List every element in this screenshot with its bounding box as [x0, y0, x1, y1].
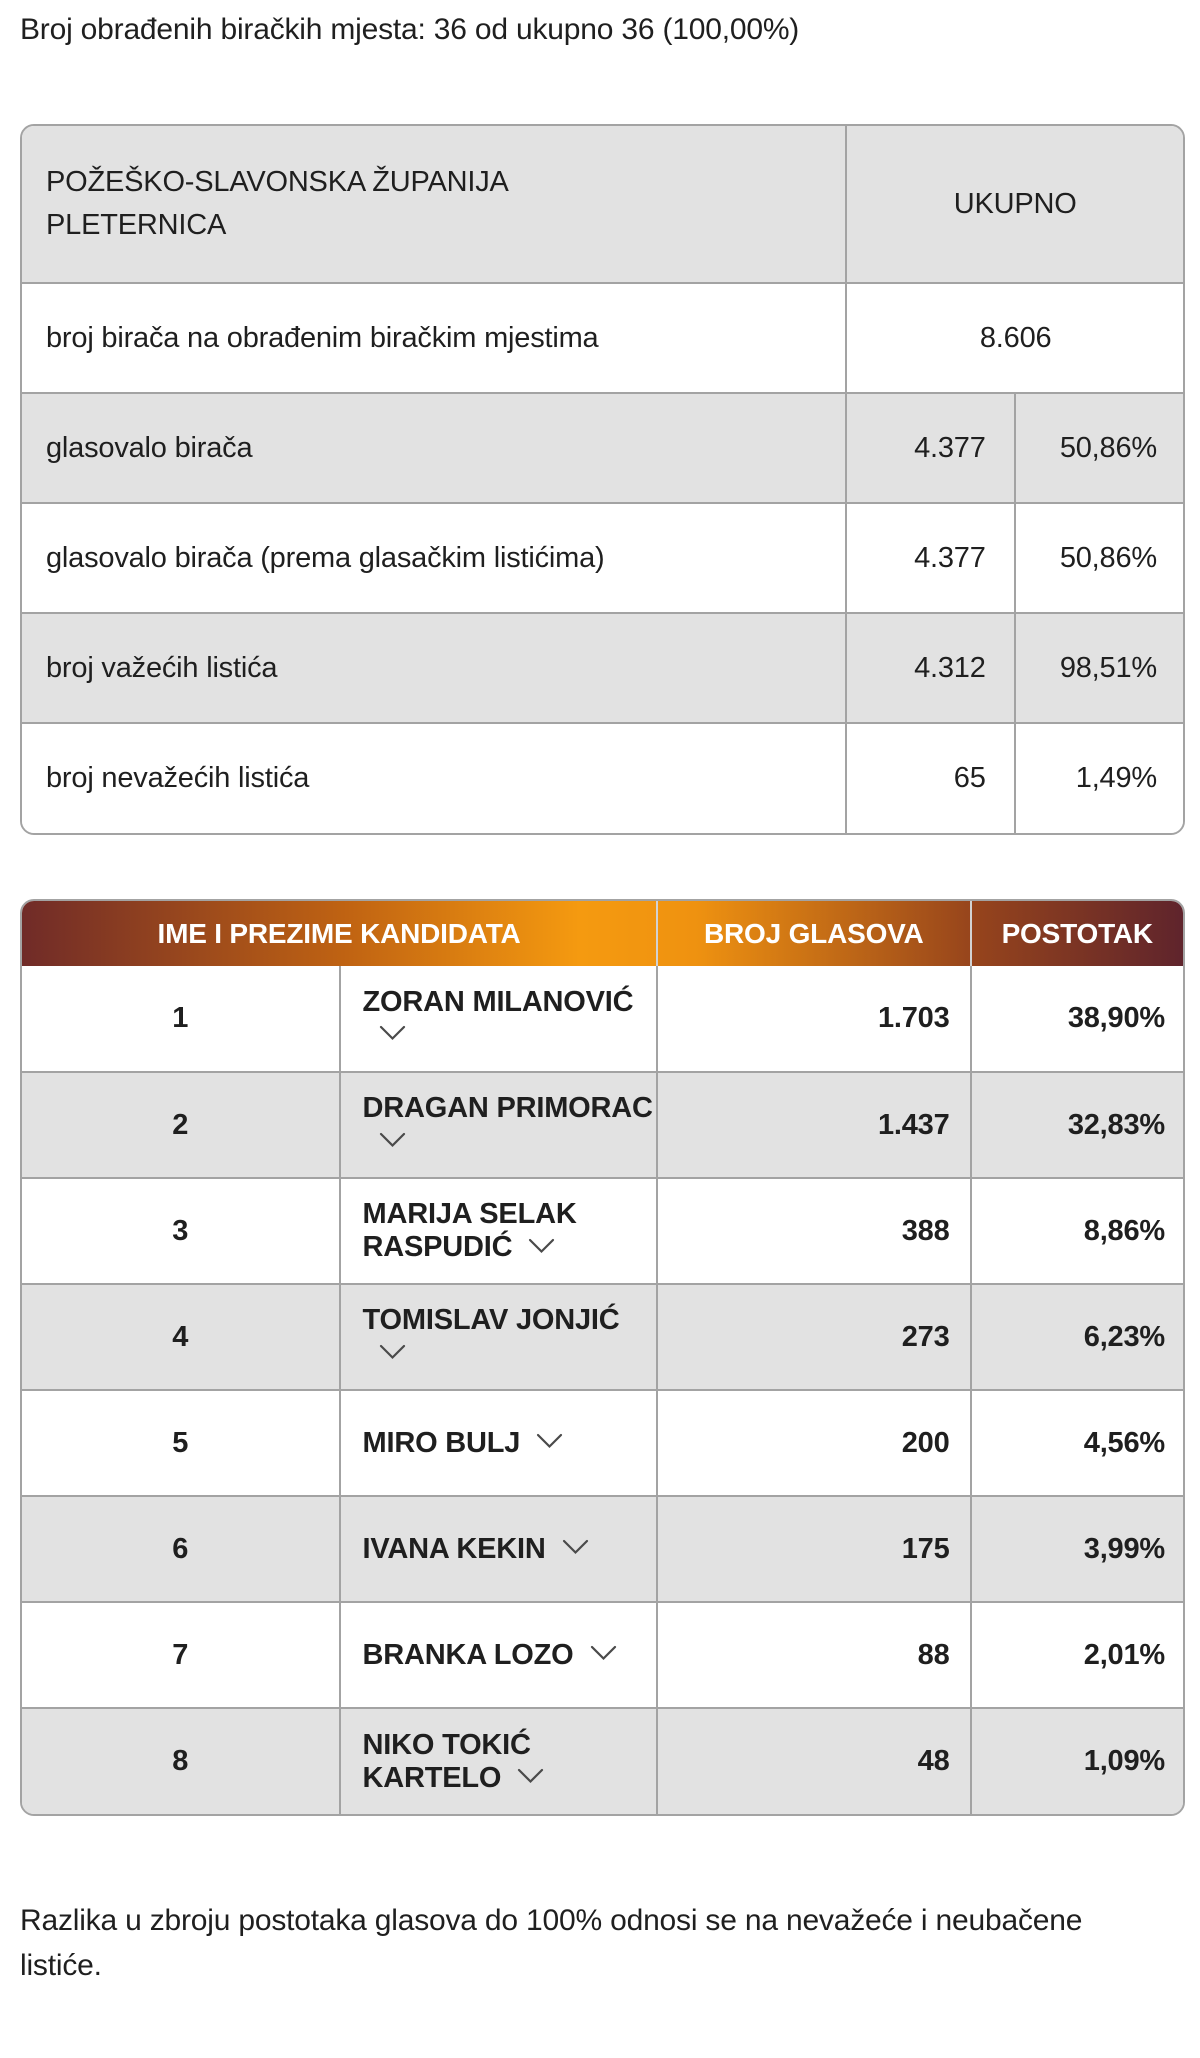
- candidate-percent: 38,90%: [969, 966, 1183, 1073]
- footnote-text: Razlika u zbroju postotaka glasova do 10…: [20, 1904, 1083, 1982]
- stat-label: broj važećih listića: [22, 612, 848, 724]
- summary-header-row: POŽEŠKO-SLAVONSKA ŽUPANIJA PLETERNICA UK…: [22, 126, 1183, 284]
- stat-label: glasovalo birača (prema glasačkim listić…: [22, 502, 848, 614]
- region-title: POŽEŠKO-SLAVONSKA ŽUPANIJA PLETERNICA: [22, 126, 848, 284]
- page-title: Broj obrađenih biračkih mjesta: 36 od uk…: [20, 13, 800, 46]
- candidate-name: MIRO BULJ: [362, 1426, 521, 1459]
- candidate-votes: 175: [656, 1495, 972, 1603]
- candidate-name-cell: MIRO BULJ: [338, 1389, 659, 1497]
- candidate-rank: 7: [22, 1601, 341, 1709]
- candidate-name: ZORAN MILANOVIĆ: [362, 985, 634, 1018]
- candidate-rank: 5: [22, 1389, 341, 1497]
- candidate-percent: 4,56%: [969, 1389, 1183, 1497]
- candidate-votes: 273: [656, 1283, 972, 1391]
- column-header-percent: POSTOTAK: [969, 901, 1183, 966]
- stat-percent: 50,86%: [1013, 502, 1183, 614]
- candidate-rank: 8: [22, 1707, 341, 1814]
- candidate-rank: 1: [22, 966, 341, 1073]
- candidate-percent: 6,23%: [969, 1283, 1183, 1391]
- stat-value: 65: [845, 722, 1016, 833]
- candidate-row: 7 BRANKA LOZO 88 2,01%: [22, 1601, 1183, 1709]
- stat-value: 4.377: [845, 502, 1016, 614]
- column-header-name: IME I PREZIME KANDIDATA: [22, 901, 659, 966]
- stat-percent: 1,49%: [1013, 722, 1183, 833]
- table-row: glasovalo birača (prema glasačkim listić…: [22, 502, 1183, 614]
- candidate-name: TOMISLAV JONJIĆ: [362, 1304, 620, 1336]
- table-row: broj nevažećih listića 65 1,49%: [22, 722, 1183, 833]
- candidate-row: 5 MIRO BULJ 200 4,56%: [22, 1389, 1183, 1497]
- candidate-votes: 388: [656, 1177, 972, 1285]
- candidate-rank: 6: [22, 1495, 341, 1603]
- candidates-table: IME I PREZIME KANDIDATA BROJ GLASOVA POS…: [20, 899, 1185, 1816]
- stat-value: 4.312: [845, 612, 1016, 724]
- chevron-down-icon[interactable]: [528, 1238, 555, 1255]
- candidate-name: NIKO TOKIĆ KARTELO: [362, 1728, 531, 1794]
- table-row: glasovalo birača 4.377 50,86%: [22, 392, 1183, 504]
- chevron-down-icon[interactable]: [379, 1344, 406, 1361]
- chevron-down-icon[interactable]: [379, 1025, 406, 1042]
- chevron-down-icon[interactable]: [517, 1768, 544, 1785]
- table-row: broj važećih listića 4.312 98,51%: [22, 612, 1183, 724]
- candidate-name-cell: BRANKA LOZO: [338, 1601, 659, 1709]
- candidate-name-cell: DRAGAN PRIMORAC: [338, 1071, 659, 1179]
- candidate-name-cell: TOMISLAV JONJIĆ: [338, 1283, 659, 1391]
- candidate-name: MARIJA SELAK RASPUDIĆ: [362, 1198, 577, 1263]
- region-county: POŽEŠKO-SLAVONSKA ŽUPANIJA: [46, 165, 509, 198]
- candidate-name: DRAGAN PRIMORAC: [362, 1092, 653, 1124]
- candidate-percent: 8,86%: [969, 1177, 1183, 1285]
- stat-value: 8.606: [845, 282, 1183, 394]
- candidate-percent: 3,99%: [969, 1495, 1183, 1603]
- candidate-rank: 2: [22, 1071, 341, 1179]
- candidate-votes: 1.703: [656, 966, 972, 1073]
- candidates-header-row: IME I PREZIME KANDIDATA BROJ GLASOVA POS…: [22, 901, 1183, 966]
- candidate-votes: 1.437: [656, 1071, 972, 1179]
- stat-label: broj nevažećih listića: [22, 722, 848, 833]
- stat-percent: 98,51%: [1013, 612, 1183, 724]
- summary-table: POŽEŠKO-SLAVONSKA ŽUPANIJA PLETERNICA UK…: [20, 124, 1185, 835]
- candidate-votes: 200: [656, 1389, 972, 1497]
- table-row: broj birača na obrađenim biračkim mjesti…: [22, 282, 1183, 394]
- candidate-row: 8 NIKO TOKIĆ KARTELO 48 1,09%: [22, 1707, 1183, 1814]
- candidate-percent: 32,83%: [969, 1071, 1183, 1179]
- chevron-down-icon[interactable]: [536, 1433, 563, 1450]
- candidate-votes: 48: [656, 1707, 972, 1814]
- candidate-row: 4 TOMISLAV JONJIĆ 273 6,23%: [22, 1283, 1183, 1391]
- column-header-votes: BROJ GLASOVA: [656, 901, 972, 966]
- candidate-name-cell: NIKO TOKIĆ KARTELO: [338, 1707, 659, 1814]
- candidate-name: BRANKA LOZO: [362, 1638, 574, 1671]
- chevron-down-icon[interactable]: [590, 1645, 617, 1662]
- candidate-name-cell: MARIJA SELAK RASPUDIĆ: [338, 1177, 659, 1285]
- chevron-down-icon[interactable]: [379, 1132, 406, 1149]
- candidate-percent: 2,01%: [969, 1601, 1183, 1709]
- candidate-rank: 4: [22, 1283, 341, 1391]
- stat-label: broj birača na obrađenim biračkim mjesti…: [22, 282, 848, 394]
- candidate-rank: 3: [22, 1177, 341, 1285]
- candidate-row: 1 ZORAN MILANOVIĆ 1.703 38,90%: [22, 966, 1183, 1073]
- total-column-header: UKUPNO: [845, 126, 1183, 284]
- candidate-name-cell: ZORAN MILANOVIĆ: [338, 966, 659, 1073]
- stat-label: glasovalo birača: [22, 392, 848, 504]
- candidate-name: IVANA KEKIN: [362, 1532, 546, 1565]
- candidate-row: 2 DRAGAN PRIMORAC 1.437 32,83%: [22, 1071, 1183, 1179]
- stat-value: 4.377: [845, 392, 1016, 504]
- region-municipality: PLETERNICA: [46, 209, 227, 241]
- candidate-row: 6 IVANA KEKIN 175 3,99%: [22, 1495, 1183, 1603]
- candidate-votes: 88: [656, 1601, 972, 1709]
- candidate-row: 3 MARIJA SELAK RASPUDIĆ 388 8,86%: [22, 1177, 1183, 1285]
- candidate-percent: 1,09%: [969, 1707, 1183, 1814]
- chevron-down-icon[interactable]: [562, 1539, 589, 1556]
- candidate-name-cell: IVANA KEKIN: [338, 1495, 659, 1603]
- stat-percent: 50,86%: [1013, 392, 1183, 504]
